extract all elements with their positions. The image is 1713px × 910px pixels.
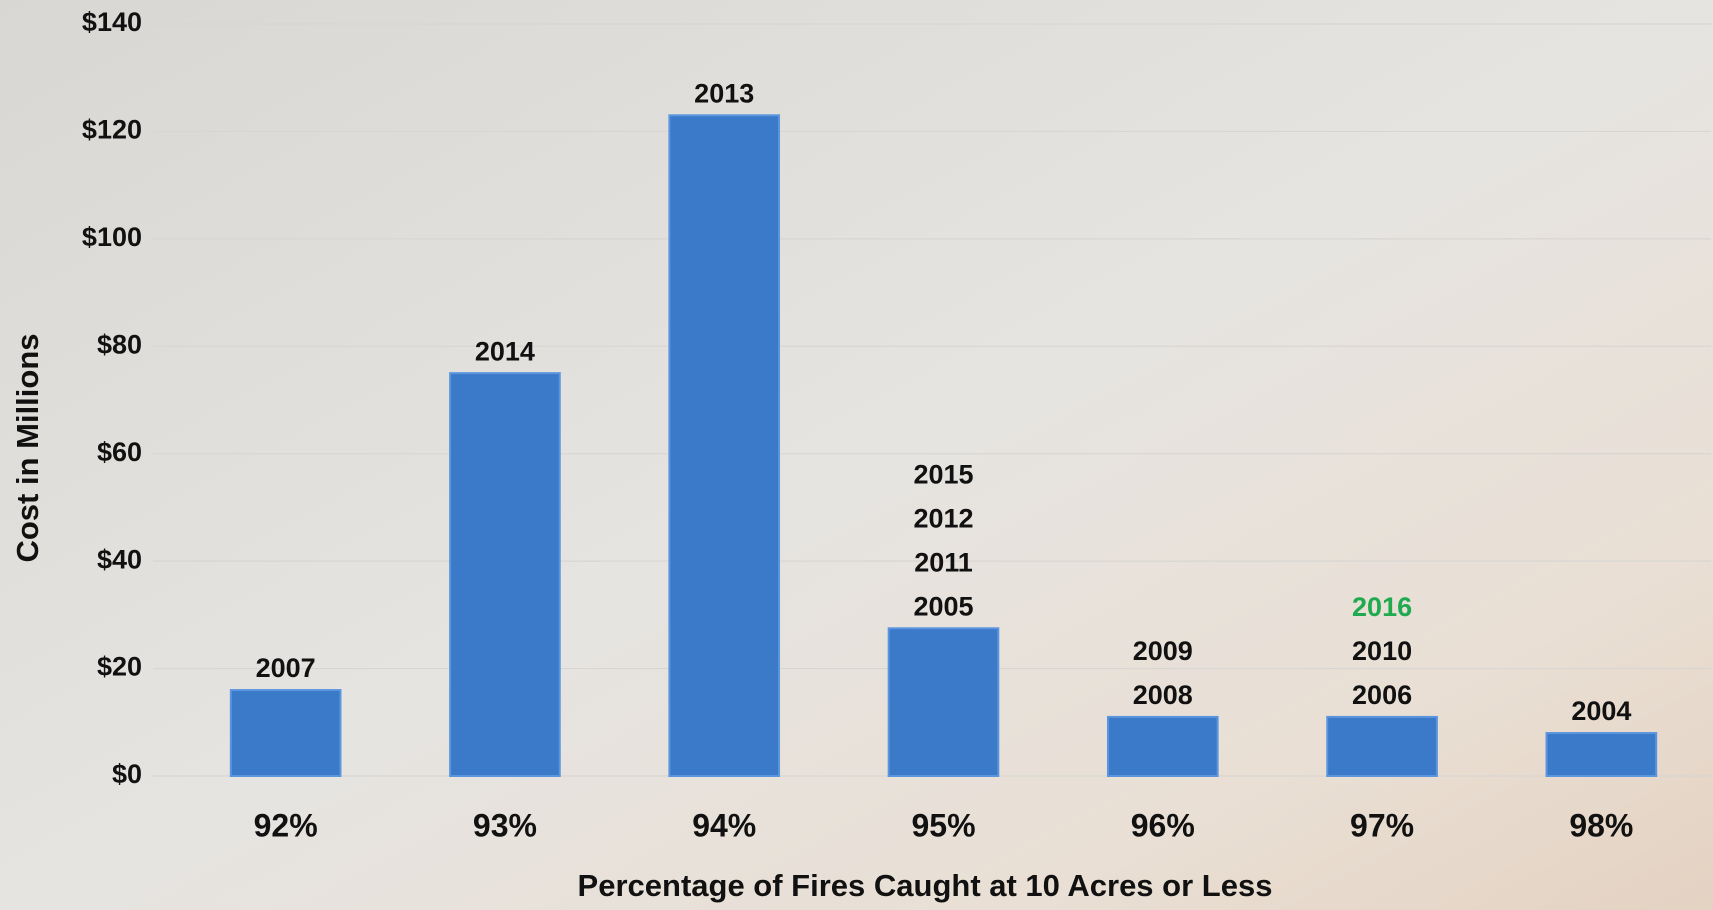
x-tick-label: 92% xyxy=(254,807,318,843)
chart: Percentage of Fires Caught at 10 Acres o… xyxy=(0,0,1713,910)
y-tick-label: $0 xyxy=(112,759,142,789)
bar-label: 2010 xyxy=(1352,636,1412,666)
bar xyxy=(1327,717,1437,776)
bar-label: 2004 xyxy=(1571,696,1631,726)
x-tick-label: 97% xyxy=(1350,807,1414,843)
bar-label: 2013 xyxy=(694,78,754,108)
bar xyxy=(231,690,341,776)
y-tick-label: $100 xyxy=(82,222,142,252)
y-axis-title: Cost in Millions xyxy=(10,333,45,562)
bar-label: 2016 xyxy=(1352,592,1412,622)
y-tick-label: $80 xyxy=(97,329,142,359)
bar-label: 2012 xyxy=(913,503,973,533)
bar-label: 2005 xyxy=(913,591,973,621)
bar xyxy=(1547,733,1657,776)
y-tick-label: $40 xyxy=(97,544,142,574)
x-tick-label: 95% xyxy=(911,807,975,843)
bar xyxy=(450,373,560,776)
x-tick-label: 93% xyxy=(473,807,537,843)
bar xyxy=(1108,717,1218,776)
bar xyxy=(669,115,779,776)
bar-label: 2014 xyxy=(475,336,535,366)
bar-label: 2008 xyxy=(1133,680,1193,710)
bar xyxy=(889,628,999,776)
y-tick-label: $140 xyxy=(82,7,142,37)
x-tick-label: 98% xyxy=(1569,807,1633,843)
x-tick-label: 94% xyxy=(692,807,756,843)
y-tick-label: $20 xyxy=(97,652,142,682)
bar-label: 2006 xyxy=(1352,680,1412,710)
bar-label: 2009 xyxy=(1133,636,1193,666)
bar-label: 2007 xyxy=(256,653,316,683)
bar-label: 2015 xyxy=(913,459,973,489)
y-tick-label: $60 xyxy=(97,437,142,467)
bar-label: 2011 xyxy=(914,547,973,577)
y-tick-label: $120 xyxy=(82,115,142,145)
x-axis-title: Percentage of Fires Caught at 10 Acres o… xyxy=(578,868,1273,903)
x-tick-label: 96% xyxy=(1131,807,1195,843)
